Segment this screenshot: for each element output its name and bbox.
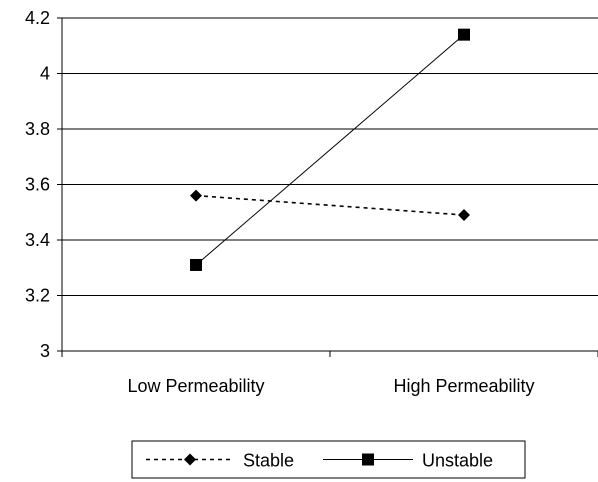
data-point-unstable bbox=[458, 28, 470, 41]
series-line-unstable bbox=[195, 34, 465, 266]
legend: Stable Unstable bbox=[131, 440, 526, 479]
series bbox=[190, 28, 470, 271]
series-line-stable bbox=[195, 194, 465, 216]
y-tick-label: 4.2 bbox=[25, 8, 50, 28]
y-tick-label: 3.2 bbox=[25, 286, 50, 306]
y-tick-label: 3.4 bbox=[25, 230, 50, 250]
legend-marker-unstable bbox=[362, 453, 374, 466]
data-point-stable bbox=[190, 189, 202, 202]
legend-marker-stable bbox=[184, 453, 196, 466]
data-point-unstable bbox=[190, 258, 202, 271]
axes bbox=[57, 17, 598, 357]
gridlines bbox=[62, 17, 598, 296]
legend-label-unstable: Unstable bbox=[422, 451, 493, 471]
legend-label-stable: Stable bbox=[243, 451, 294, 471]
y-tick-label: 4 bbox=[40, 64, 50, 84]
y-tick-label: 3 bbox=[40, 341, 50, 361]
x-category-labels: Low Permeability High Permeability bbox=[127, 376, 534, 396]
x-category-label: High Permeability bbox=[393, 376, 534, 396]
data-point-stable bbox=[458, 209, 470, 222]
y-tick-labels: 3 3.2 3.4 3.6 3.8 4 4.2 bbox=[25, 8, 50, 361]
x-category-label: Low Permeability bbox=[127, 376, 264, 396]
y-tick-label: 3.8 bbox=[25, 119, 50, 139]
y-tick-label: 3.6 bbox=[25, 175, 50, 195]
